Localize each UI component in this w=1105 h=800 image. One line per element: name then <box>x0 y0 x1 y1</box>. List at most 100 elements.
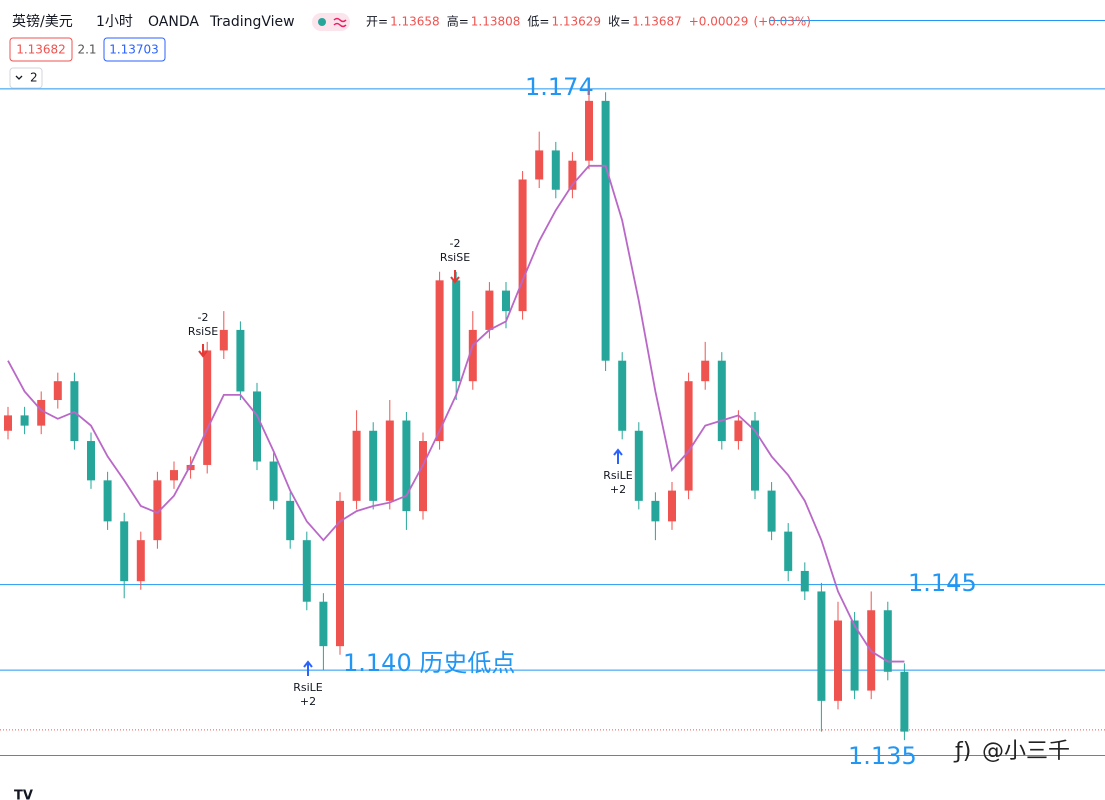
candle-body <box>136 540 145 582</box>
candle-body <box>4 415 12 431</box>
candle-body <box>452 280 461 382</box>
broker: OANDA <box>148 14 199 30</box>
signal-label: RsiLE <box>293 681 323 694</box>
candle-body <box>634 430 643 501</box>
candle-body <box>784 531 793 571</box>
candle-body <box>352 430 361 501</box>
level-label: 1.145 <box>908 569 977 597</box>
candle-body <box>717 360 726 442</box>
ohlc-label: 收= <box>608 15 630 29</box>
ohlc-value: 1.13687 <box>632 15 682 29</box>
candle-body <box>900 671 909 732</box>
candle-body <box>701 360 710 382</box>
candle-body <box>419 441 427 512</box>
indicator-toggle[interactable] <box>9 67 43 89</box>
candle-body <box>402 420 411 512</box>
candle-body <box>684 381 693 491</box>
candle-body <box>485 290 494 330</box>
candle-body <box>883 610 892 672</box>
change-pct: (+0.03%) <box>753 15 811 29</box>
candle-body <box>236 329 245 392</box>
candle-body <box>103 480 112 522</box>
candle-body <box>568 160 577 190</box>
candle-body <box>651 500 660 522</box>
status-dot <box>318 18 326 26</box>
bid-price[interactable]: 1.13682 <box>16 43 66 57</box>
candle-body <box>518 179 527 312</box>
symbol[interactable]: 英镑/美元 <box>12 13 73 30</box>
watermark: @小三千 <box>982 739 1070 764</box>
signal-label: RsiSE <box>440 251 470 264</box>
candle-body <box>435 280 444 442</box>
candle-body <box>186 464 195 471</box>
ohlc-value: 1.13808 <box>471 15 521 29</box>
candle-body <box>767 490 776 532</box>
buy-box[interactable] <box>103 37 166 62</box>
candle-body <box>385 420 394 501</box>
candle-body <box>286 500 295 541</box>
sell-box[interactable] <box>9 37 73 62</box>
signal-label: RsiLE <box>603 469 633 482</box>
level-label: 1.140 历史低点 <box>343 649 515 677</box>
candle-body <box>269 461 278 501</box>
signal-arrow <box>198 344 208 358</box>
candle-body <box>502 290 510 312</box>
candle-body <box>468 329 477 382</box>
signal-arrow <box>450 270 460 284</box>
candle-body <box>37 400 46 426</box>
ma-line <box>7 164 905 663</box>
candle-body <box>319 601 328 647</box>
signal-qty: +2 <box>300 695 316 708</box>
candle-body <box>203 350 212 465</box>
candle-body <box>734 420 743 442</box>
tv-logo: TV <box>14 789 33 800</box>
ask-price[interactable]: 1.13703 <box>109 43 159 57</box>
candle-body <box>751 420 759 491</box>
indicator-count[interactable]: 2 <box>30 71 38 85</box>
spread: 2.1 <box>77 43 96 57</box>
candle-body <box>302 540 311 602</box>
candle-body <box>53 381 62 400</box>
candle-body <box>834 620 842 701</box>
candle-body <box>120 521 129 582</box>
candle-body <box>618 360 627 431</box>
candle-body <box>219 329 228 351</box>
candle-body <box>153 480 162 541</box>
ohlc-value: 1.13658 <box>390 15 440 29</box>
candle-body <box>800 570 809 592</box>
candle-body <box>369 430 378 501</box>
signal-qty: +2 <box>610 483 626 496</box>
candle-body <box>20 415 29 426</box>
candle-body <box>336 500 344 647</box>
signal-label: RsiSE <box>188 325 218 338</box>
ohlc-row: 开= 1.13658 高= 1.13808 低= 1.13629 收= 1.13687 +0.0… <box>366 14 811 29</box>
candle-body <box>601 100 610 361</box>
status-pill[interactable] <box>312 13 350 31</box>
ohlc-label: 开= <box>366 15 388 29</box>
candle-body <box>87 441 95 481</box>
ohlc-label: 低= <box>527 15 549 29</box>
zhihu-logo: ƒ) <box>953 739 971 764</box>
signal-arrow <box>613 448 623 464</box>
interval[interactable]: 1小时 <box>96 14 133 30</box>
candle-body <box>535 150 544 180</box>
ohlc-label: 高= <box>447 14 469 29</box>
chevron <box>15 75 23 80</box>
candle-body <box>585 100 593 161</box>
change: +0.00029 <box>689 15 749 29</box>
signal-arrow <box>303 660 313 676</box>
signal-qty: -2 <box>198 311 209 324</box>
candle-body <box>253 391 261 462</box>
signal-qty: -2 <box>450 237 461 250</box>
ohlc-value: 1.13629 <box>551 15 601 29</box>
header: 英镑/美元 1小时 OANDA TradingView 1.13682 2.1 … <box>9 13 1070 800</box>
status-icon <box>333 17 347 28</box>
candle-body <box>551 150 560 190</box>
platform: TradingView <box>209 14 295 30</box>
level-label: 1.174 <box>525 73 594 101</box>
level-label: 1.135 <box>848 742 917 770</box>
candle-body <box>850 620 859 691</box>
